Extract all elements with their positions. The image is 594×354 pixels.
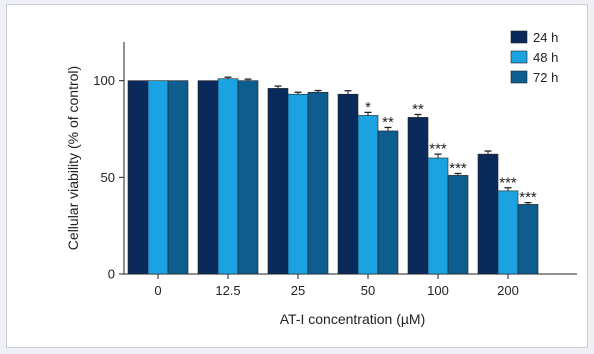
significance-label: ***: [429, 141, 447, 158]
y-tick-label: 0: [108, 267, 115, 282]
legend: 24 h 48 h 72 h: [510, 30, 558, 85]
y-tick-label: 50: [101, 170, 115, 185]
bar: [357, 115, 379, 275]
legend-label: 72 h: [533, 70, 558, 85]
legend-label: 24 h: [533, 30, 558, 45]
chart-figure: 0 50 100 Cellular viability (% of control) 0…: [6, 4, 588, 348]
legend-swatch: [510, 30, 528, 44]
x-axis-title: AT-I concentration (µM): [280, 311, 426, 327]
bar: [477, 153, 499, 275]
x-tick-label: 25: [291, 283, 305, 298]
legend-swatch: [510, 50, 528, 64]
bar: [147, 80, 169, 275]
bar: [197, 80, 219, 275]
bar: [127, 80, 149, 275]
x-tick-label: 100: [427, 283, 449, 298]
x-tick-label: 12.5: [215, 283, 240, 298]
bar: [267, 88, 289, 275]
bar: [337, 93, 359, 275]
significance-label: ***: [519, 189, 537, 206]
axes: 0 50 100 Cellular viability (% of control) 0…: [65, 42, 577, 327]
bar: [167, 80, 189, 275]
legend-label: 48 h: [533, 50, 558, 65]
bar: [407, 117, 429, 275]
significance-label: **: [382, 114, 394, 131]
significance-label: ***: [499, 174, 517, 191]
legend-swatch: [510, 70, 528, 84]
significance-label: *: [365, 99, 371, 116]
significance-label: **: [412, 101, 424, 118]
bar: [517, 204, 539, 275]
significance-label: ***: [449, 160, 467, 177]
x-tick-label: 0: [154, 283, 161, 298]
bar-chart: 0 50 100 Cellular viability (% of control) 0…: [65, 30, 577, 327]
bar: [377, 130, 399, 275]
bars: [127, 76, 539, 275]
bar: [427, 157, 449, 275]
bar: [287, 93, 309, 275]
x-tick-label: 50: [361, 283, 375, 298]
y-axis-title: Cellular viability (% of control): [65, 66, 81, 250]
labels: *****************: [365, 99, 537, 206]
bar: [217, 78, 239, 275]
y-tick-label: 100: [93, 73, 115, 88]
x-tick-label: 200: [497, 283, 519, 298]
bar: [447, 175, 469, 275]
bar: [497, 190, 519, 275]
bar: [237, 80, 259, 275]
bar: [307, 91, 329, 275]
